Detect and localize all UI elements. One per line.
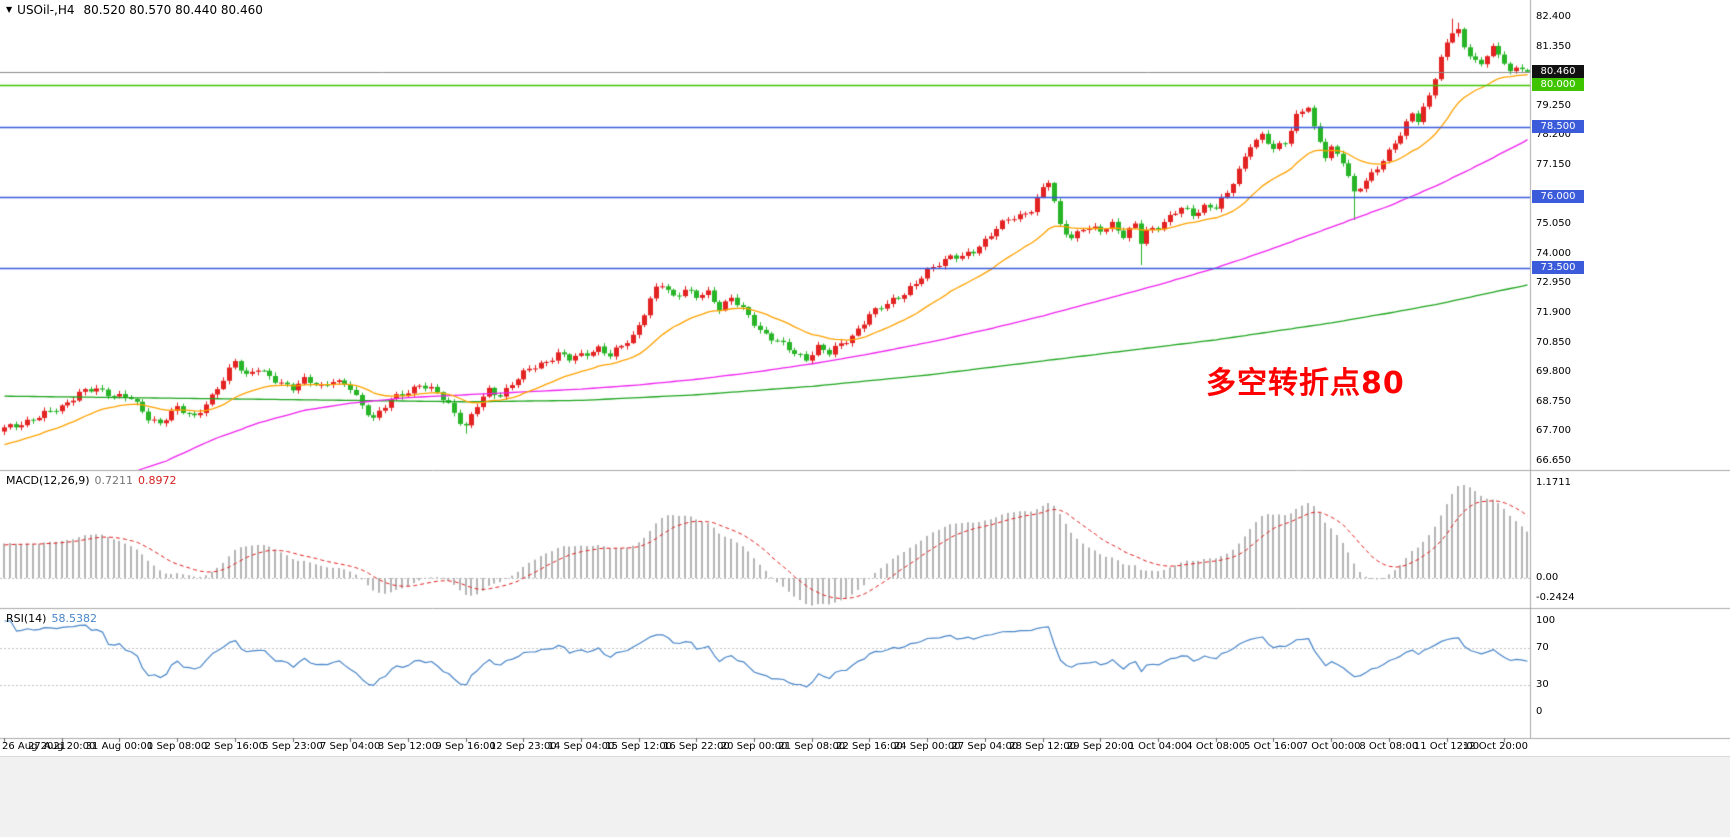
time-axis-label: 27 Aug 20:00 xyxy=(27,741,96,752)
price-axis-tick: 70.850 xyxy=(1536,336,1571,348)
time-axis-label: 26 Aug 2021 xyxy=(2,741,67,752)
price-axis-tick: 79.250 xyxy=(1536,99,1571,111)
price-axis-tick: 78.200 xyxy=(1536,129,1571,141)
price-level-label: 73.500 xyxy=(1532,260,1584,274)
footer-strip xyxy=(0,756,1730,837)
time-axis-label: 15 Sep 12:00 xyxy=(605,741,673,752)
time-axis-label: 12 Oct 20:00 xyxy=(1462,741,1528,752)
time-axis-label: 7 Sep 04:00 xyxy=(319,741,381,752)
macd-label-row: MACD(12,26,9) 0.7211 0.8972 xyxy=(6,474,182,487)
macd-panel[interactable] xyxy=(0,470,1530,608)
price-level-label: 76.000 xyxy=(1532,190,1584,204)
rsi-panel[interactable] xyxy=(0,608,1530,738)
price-axis-tick: 66.650 xyxy=(1536,455,1571,466)
annotation-text: 多空转折点80 xyxy=(1206,366,1405,401)
time-axis-label: 1 Sep 08:00 xyxy=(146,741,208,752)
price-axis-tick: 74.000 xyxy=(1536,247,1571,259)
symbol-header: ▼ USOil-,H4 80.520 80.570 80.440 80.460 xyxy=(6,3,263,17)
price-axis-tick: 69.800 xyxy=(1536,366,1571,378)
time-axis-label: 28 Sep 12:00 xyxy=(1009,741,1076,752)
ohlc-quote: 80.520 80.570 80.440 80.460 xyxy=(83,3,263,17)
time-axis-label: 27 Sep 04:00 xyxy=(951,741,1019,752)
price-axis-tick: 72.950 xyxy=(1536,277,1571,289)
price-axis-tick: 82.400 xyxy=(1536,11,1571,22)
time-axis-label: 20 Sep 00:00 xyxy=(720,741,788,752)
rsi-axis-tick: 70 xyxy=(1536,642,1549,654)
rsi-value: 58.5382 xyxy=(51,612,97,625)
time-axis-label: 22 Sep 16:00 xyxy=(836,741,903,752)
price-level-label: 80.000 xyxy=(1532,77,1584,91)
time-axis-label: 7 Oct 00:00 xyxy=(1301,741,1361,752)
time-axis-label: 1 Oct 04:00 xyxy=(1128,741,1188,752)
time-axis-label: 4 Oct 08:00 xyxy=(1186,741,1246,752)
time-axis-label: 14 Sep 04:00 xyxy=(547,741,615,752)
price-axis-tick: 67.700 xyxy=(1536,425,1571,437)
price-level-label: 78.500 xyxy=(1532,119,1584,133)
price-axis-tick: 71.900 xyxy=(1536,307,1571,318)
time-axis-label: 31 Aug 00:00 xyxy=(85,741,154,752)
time-axis-label: 24 Sep 00:00 xyxy=(893,741,961,752)
macd-axis-tick: 1.1711 xyxy=(1536,477,1571,488)
time-axis-label: 11 Oct 12:00 xyxy=(1413,741,1480,752)
time-axis-label: 8 Oct 08:00 xyxy=(1359,741,1419,752)
macd-label: MACD(12,26,9) xyxy=(6,474,90,487)
rsi-label-row: RSI(14) 58.5382 xyxy=(6,612,102,625)
time-axis-label: 8 Sep 12:00 xyxy=(377,741,439,752)
rsi-axis-tick: 0 xyxy=(1536,706,1543,717)
time-axis-label: 12 Sep 23:00 xyxy=(489,741,557,752)
rsi-label: RSI(14) xyxy=(6,612,47,625)
time-axis-label: 5 Sep 23:00 xyxy=(262,741,323,752)
time-axis-label: 9 Sep 16:00 xyxy=(435,741,496,752)
time-axis-label: 5 Oct 16:00 xyxy=(1243,741,1303,752)
price-axis-tick: 77.150 xyxy=(1536,159,1571,170)
price-axis-tick: 81.350 xyxy=(1536,40,1571,52)
time-axis-label: 29 Sep 20:00 xyxy=(1066,741,1134,752)
price-axis-tick: 75.050 xyxy=(1536,218,1571,230)
rsi-axis-tick: 100 xyxy=(1536,615,1556,626)
macd-axis-tick: -0.2424 xyxy=(1536,591,1575,603)
price-axis-tick: 68.750 xyxy=(1536,395,1571,407)
dropdown-marker-icon[interactable]: ▼ xyxy=(6,5,13,14)
symbol-timeframe-label: USOil-,H4 xyxy=(17,3,75,17)
time-axis-label: 16 Sep 22:00 xyxy=(663,741,730,752)
time-axis-label: 2 Sep 16:00 xyxy=(204,741,265,752)
macd-signal-value: 0.8972 xyxy=(138,474,177,487)
time-axis-label: 21 Sep 08:00 xyxy=(778,741,846,752)
rsi-axis-tick: 30 xyxy=(1536,678,1549,690)
current-price-label: 80.460 xyxy=(1532,64,1584,78)
macd-axis-tick: 0.00 xyxy=(1536,572,1559,583)
macd-main-value: 0.7211 xyxy=(94,474,134,487)
